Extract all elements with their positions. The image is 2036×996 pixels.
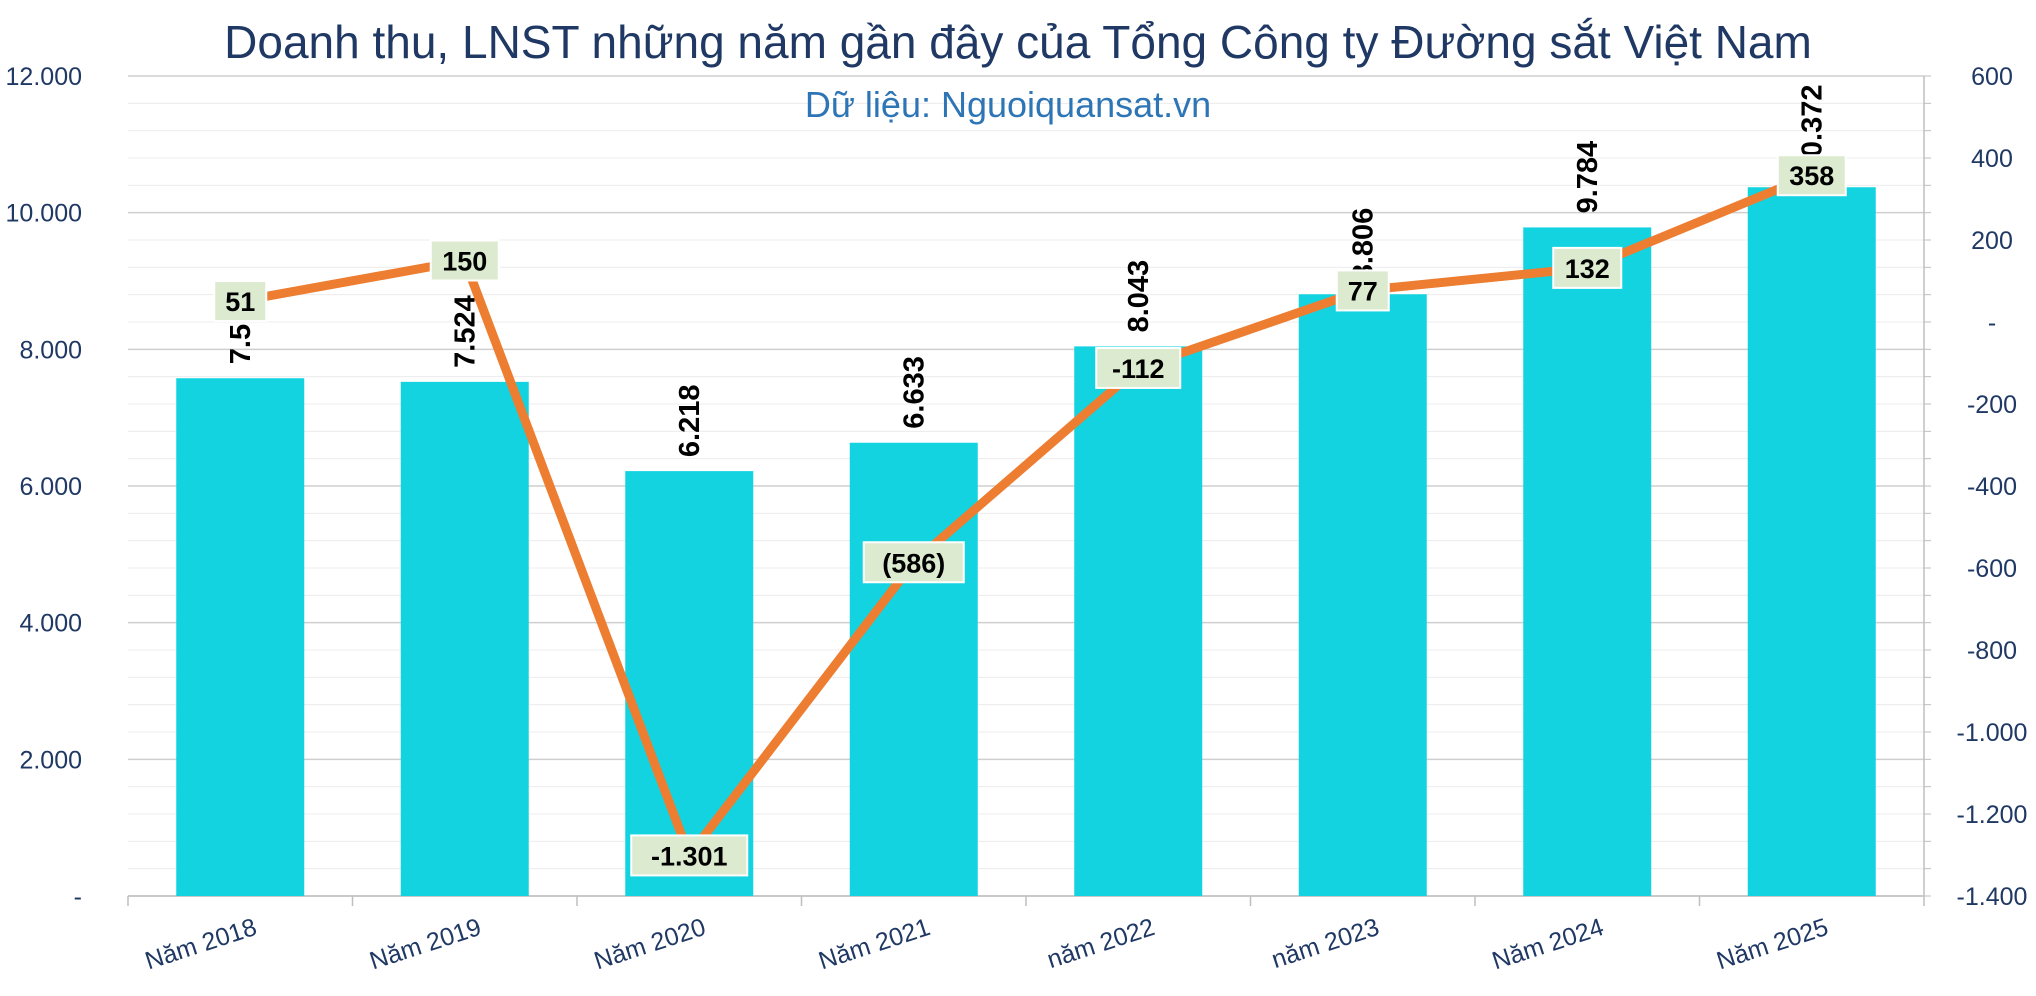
right-axis-tick-label: - [1988,309,1996,337]
bar [1074,346,1203,896]
bar-value-label: 6.218 [674,385,706,458]
category-label: năm 2023 [1268,913,1382,974]
bar [1747,187,1876,896]
line-value-box [1335,269,1390,312]
bar-value-label: 6.633 [899,356,931,429]
right-axis-tick-label: 200 [1971,227,2013,255]
category-label: Năm 2020 [591,913,709,975]
line-value-box [1776,154,1847,197]
category-label: năm 2022 [1044,913,1158,974]
line-value-box [1095,346,1182,389]
line-value-box [429,239,500,282]
tick-labels: - 2.000 4.000 6.000 8.000 10.000 12.000 -1.400 -… [6,63,2028,911]
left-axis-tick-label: 2.000 [19,746,82,774]
line-value-label: -1.301 [651,841,728,871]
axes [127,75,1931,906]
left-axis-tick-label: - [74,883,82,911]
right-axis-tick-label: -1.400 [1957,883,2028,911]
left-axis-tick-label: 12.000 [6,63,82,91]
chart-subtitle: Dữ liệu: Nguoiquansat.vn [805,84,1211,125]
right-axis-tick-label: -800 [1967,637,2017,665]
bar-value-label: 7.524 [450,295,482,368]
category-label: Năm 2024 [1489,913,1607,975]
right-axis-tick-label: -1.000 [1957,719,2028,747]
line-path [235,170,1817,860]
bar-series [176,187,1876,897]
bar [1298,294,1427,896]
bar-value-label: 8.806 [1348,208,1380,281]
bar [1523,227,1652,897]
bar-value-label: 8.043 [1123,260,1155,333]
left-axis-tick-label: 8.000 [19,336,82,364]
right-axis-tick-label: -200 [1967,391,2017,419]
category-labels: Năm 2018 Năm 2019 Năm 2020 Năm 2021 năm 2022… [142,913,1832,975]
right-axis-tick-label: 400 [1971,145,2013,173]
chart-title: Doanh thu, LNST những năm gần đây của Tổ… [224,16,1812,68]
bar [849,442,978,896]
category-label: Năm 2019 [366,913,484,975]
bar [625,471,754,896]
right-axis-tick-label: -1.200 [1957,801,2028,829]
bar-value-label: 7.5 [225,324,257,364]
line-value-label: (586) [882,548,945,578]
line-value-box [1552,246,1623,289]
left-axis-tick-label: 4.000 [19,610,82,638]
line-value-box [862,541,965,584]
right-axis-tick-label: -400 [1967,473,2017,501]
category-label: Năm 2021 [815,913,933,975]
line-value-label: 51 [225,287,255,317]
left-axis-tick-label: 6.000 [19,473,82,501]
line-value-label: 77 [1348,276,1378,306]
right-axis-tick-label: 600 [1971,63,2013,91]
line-value-label: -112 [1112,354,1165,384]
line-value-label: 358 [1789,161,1834,191]
gridlines [128,75,1924,897]
line-value-box [630,834,749,877]
bar [176,378,305,896]
line-value-box [213,280,268,323]
line-value-label: 132 [1565,254,1610,284]
bar-value-label: 9.784 [1572,141,1604,214]
line-labels: 51 150 -1.301 (586) -112 77 132 358 [213,154,1847,877]
bar [400,381,529,896]
line-value-label: 150 [442,247,487,277]
category-label: Năm 2025 [1713,913,1831,975]
category-label: Năm 2018 [142,913,260,975]
left-axis-tick-label: 10.000 [6,200,82,228]
right-axis-tick-label: -600 [1967,555,2017,583]
